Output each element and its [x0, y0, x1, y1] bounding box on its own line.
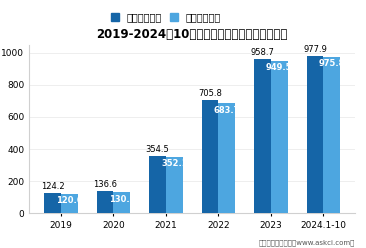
Bar: [324, 57, 340, 213]
Bar: [61, 194, 78, 213]
Bar: [113, 192, 130, 213]
Bar: [219, 103, 235, 213]
Bar: [202, 100, 219, 213]
Text: 354.5: 354.5: [146, 145, 169, 155]
Bar: [149, 156, 166, 213]
Text: 705.8: 705.8: [198, 89, 222, 98]
Bar: [97, 191, 113, 213]
Text: 130.7: 130.7: [109, 195, 135, 204]
Text: 949.5: 949.5: [266, 63, 292, 72]
Text: 352.1: 352.1: [161, 159, 188, 168]
Text: 977.9: 977.9: [303, 45, 327, 54]
Legend: 产量（万辆）, 销量（万辆）: 产量（万辆）, 销量（万辆）: [111, 12, 221, 22]
Bar: [254, 59, 271, 213]
Text: 124.2: 124.2: [41, 183, 64, 191]
Text: 975.8: 975.8: [319, 59, 345, 68]
Text: 958.7: 958.7: [251, 48, 274, 57]
Bar: [307, 56, 324, 213]
Title: 2019-2024年10月中国新能源汽车产销统计情况: 2019-2024年10月中国新能源汽车产销统计情况: [97, 28, 288, 41]
Bar: [166, 157, 183, 213]
Bar: [44, 193, 61, 213]
Text: 136.6: 136.6: [93, 180, 117, 189]
Text: 683.7: 683.7: [214, 106, 240, 115]
Bar: [271, 61, 288, 213]
Text: 120.6: 120.6: [56, 196, 83, 205]
Text: 制图：中商情报网（www.askci.com）: 制图：中商情报网（www.askci.com）: [259, 239, 355, 246]
